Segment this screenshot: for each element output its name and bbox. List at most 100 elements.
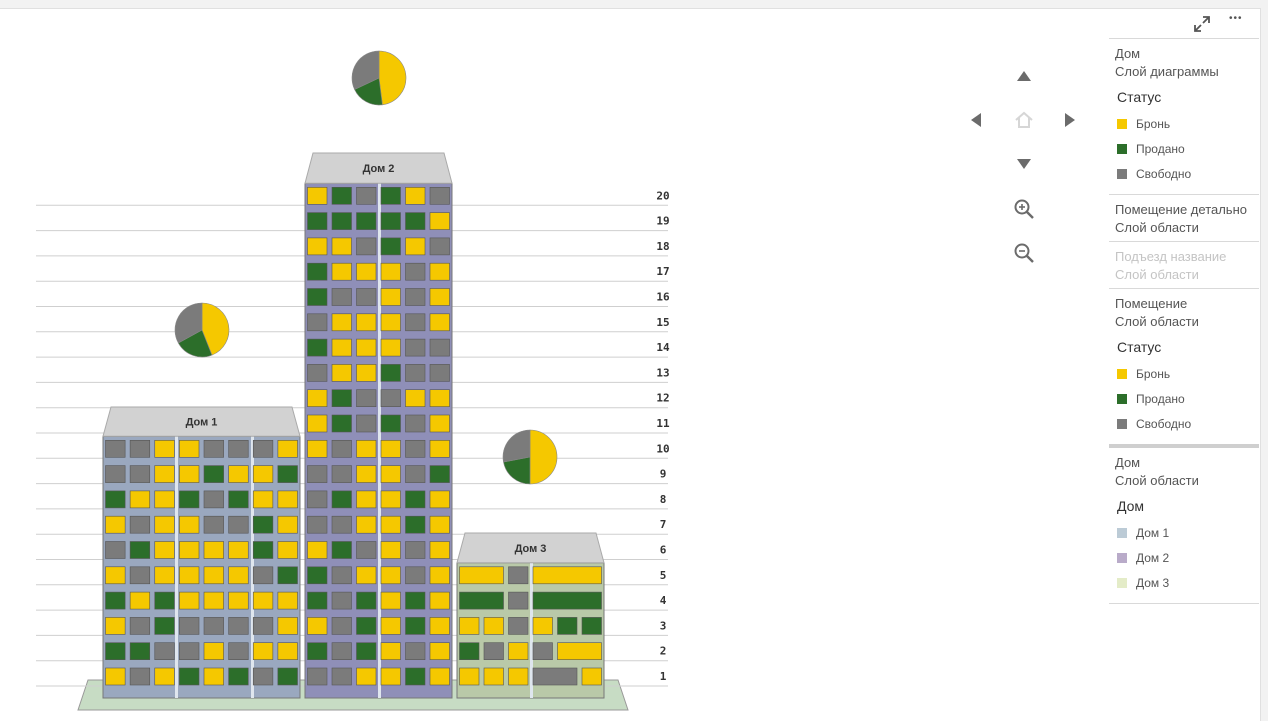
apartment-cell[interactable] [356,389,377,408]
apartment-cell[interactable] [459,642,480,661]
apartment-cell[interactable] [331,465,352,483]
apartment-cell[interactable] [203,566,224,585]
apartment-cell[interactable] [380,237,401,256]
apartment-cell[interactable] [277,541,298,559]
apartment-cell[interactable] [252,490,274,509]
apartment-cell[interactable] [154,439,175,458]
apartment-cell[interactable] [277,515,298,534]
apartment-cell[interactable] [179,515,200,534]
apartment-cell[interactable] [356,439,377,458]
legend-item[interactable]: Бронь [1115,361,1259,386]
apartment-cell[interactable] [429,338,450,357]
apartment-cell[interactable] [203,515,224,534]
apartment-cell[interactable] [356,313,377,332]
apartment-cell[interactable] [429,541,450,559]
pie-slice[interactable] [503,456,531,485]
apartment-cell[interactable] [179,591,200,610]
apartment-cell[interactable] [203,591,224,610]
apartment-cell[interactable] [405,667,426,686]
apartment-cell[interactable] [405,262,426,281]
apartment-cell[interactable] [532,566,602,585]
apartment-cell[interactable] [331,389,352,408]
apartment-cell[interactable] [105,667,126,686]
pie-slice[interactable] [529,429,558,485]
pan-down-icon[interactable] [1012,152,1036,176]
apartment-cell[interactable] [331,439,352,458]
apartment-cell[interactable] [179,465,200,483]
apartment-cell[interactable] [331,313,352,332]
apartment-cell[interactable] [380,515,401,534]
apartment-cell[interactable] [307,490,328,509]
apartment-cell[interactable] [508,591,529,610]
apartment-cell[interactable] [105,465,126,483]
apartment-cell[interactable] [356,237,377,256]
apartment-cell[interactable] [129,439,151,458]
apartment-cell[interactable] [508,667,529,686]
apartment-cell[interactable] [331,566,352,585]
apartment-cell[interactable] [532,591,602,610]
apartment-cell[interactable] [331,414,352,433]
apartment-cell[interactable] [179,642,200,661]
apartment-cell[interactable] [331,667,352,686]
apartment-cell[interactable] [483,617,504,635]
apartment-cell[interactable] [154,541,175,559]
apartment-cell[interactable] [228,465,249,483]
apartment-cell[interactable] [154,642,175,661]
apartment-cell[interactable] [307,187,328,205]
apartment-cell[interactable] [356,262,377,281]
apartment-cell[interactable] [154,490,175,509]
apartment-cell[interactable] [405,313,426,332]
apartment-cell[interactable] [356,414,377,433]
apartment-cell[interactable] [252,439,274,458]
apartment-cell[interactable] [405,338,426,357]
legend-section[interactable]: Помещение детально Слой области [1109,194,1259,241]
pan-left-icon[interactable] [964,108,988,132]
apartment-cell[interactable] [429,591,450,610]
legend-item[interactable]: Дом 2 [1115,545,1259,570]
apartment-cell[interactable] [307,313,328,332]
apartment-cell[interactable] [277,439,298,458]
pie-slice[interactable] [177,329,213,358]
apartment-cell[interactable] [179,667,200,686]
legend-item[interactable]: Дом 1 [1115,520,1259,545]
apartment-cell[interactable] [429,465,450,483]
apartment-cell[interactable] [405,541,426,559]
apartment-cell[interactable] [459,566,504,585]
apartment-cell[interactable] [277,617,298,635]
apartment-cell[interactable] [307,541,328,559]
apartment-cell[interactable] [356,541,377,559]
apartment-cell[interactable] [307,642,328,661]
apartment-cell[interactable] [356,642,377,661]
apartment-cell[interactable] [179,490,200,509]
legend-item[interactable]: Свободно [1115,411,1259,436]
apartment-cell[interactable] [581,617,602,635]
apartment-cell[interactable] [429,288,450,306]
apartment-cell[interactable] [380,439,401,458]
apartment-cell[interactable] [228,515,249,534]
apartment-cell[interactable] [459,617,480,635]
apartment-cell[interactable] [203,439,224,458]
apartment-cell[interactable] [252,515,274,534]
apartment-cell[interactable] [356,566,377,585]
apartment-cell[interactable] [129,617,151,635]
apartment-cell[interactable] [154,591,175,610]
apartment-cell[interactable] [380,591,401,610]
apartment-cell[interactable] [429,389,450,408]
apartment-cell[interactable] [356,617,377,635]
apartment-cell[interactable] [105,617,126,635]
apartment-cell[interactable] [405,389,426,408]
apartment-cell[interactable] [405,566,426,585]
apartment-cell[interactable] [405,439,426,458]
apartment-cell[interactable] [405,364,426,382]
apartment-cell[interactable] [228,617,249,635]
apartment-cell[interactable] [129,541,151,559]
apartment-cell[interactable] [105,642,126,661]
apartment-cell[interactable] [154,465,175,483]
apartment-cell[interactable] [331,212,352,230]
apartment-cell[interactable] [380,414,401,433]
apartment-cell[interactable] [307,439,328,458]
apartment-cell[interactable] [252,667,274,686]
legend-item[interactable]: Свободно [1115,161,1259,186]
legend-item[interactable]: Дом 3 [1115,570,1259,595]
apartment-cell[interactable] [307,617,328,635]
